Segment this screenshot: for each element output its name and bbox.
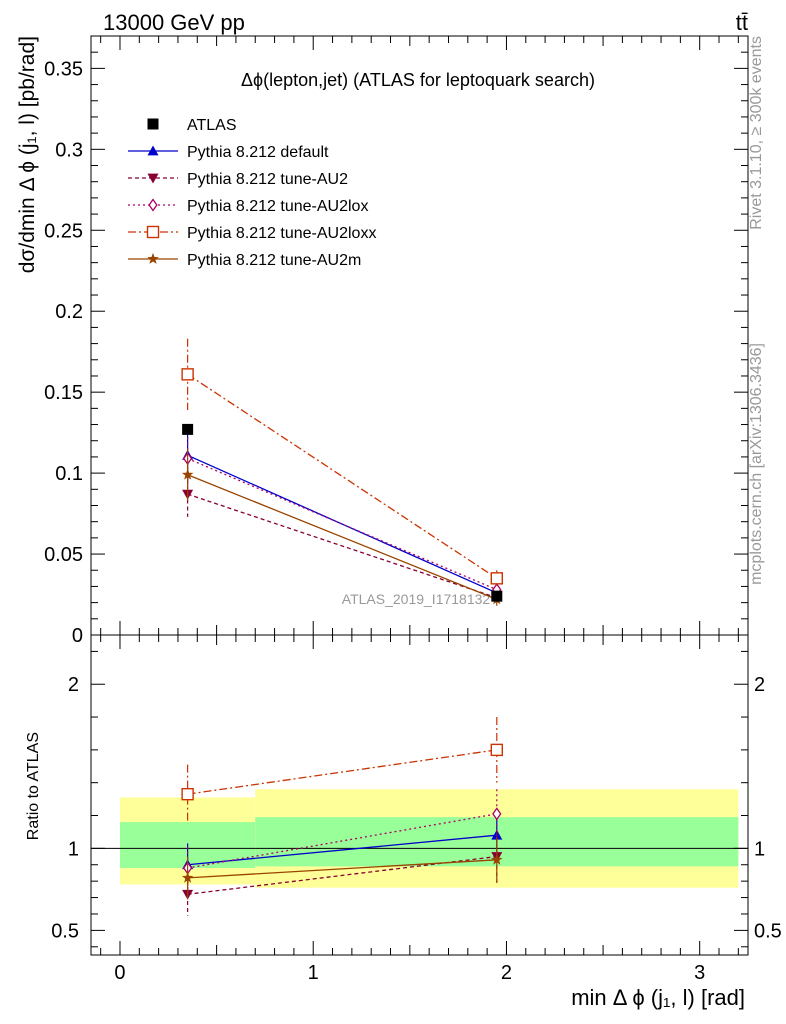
y-tick-label: 0.05 [44, 544, 83, 566]
ratio-line [187, 859, 497, 879]
ratio-tick-label: 2 [68, 674, 79, 696]
legend-label: ATLAS [187, 117, 237, 134]
ratio-series-pythia-8-212-tune-au2loxx [181, 717, 503, 824]
ratio-point [181, 787, 194, 801]
ratio-tick-label-right: 0.5 [754, 920, 782, 942]
process-label: tt̄ [736, 10, 748, 35]
ratio-plot-frame [90, 634, 749, 956]
data-point [181, 368, 194, 381]
series-line [187, 457, 498, 591]
y-tick-label: 0.3 [55, 139, 83, 161]
series-pythia-8-212-default [182, 427, 503, 598]
atlas-data-point [182, 423, 194, 435]
ratio-point [491, 853, 503, 865]
legend-label: Pythia 8.212 default [187, 144, 329, 161]
energy-label: 13000 GeV pp [103, 10, 245, 35]
legend-label: Pythia 8.212 tune-AU2lox [187, 198, 368, 215]
legend: ATLAS Pythia 8.212 default Pythia 8.212 tu… [128, 117, 376, 269]
legend-label: Pythia 8.212 tune-AU2 [187, 171, 348, 188]
legend-entry: Pythia 8.212 tune-AU2m [128, 252, 361, 269]
series-pythia-8-212-tune-au2m [181, 448, 503, 606]
ratio-line [187, 834, 497, 866]
series-line [187, 474, 498, 600]
mcplots-label: mcplots.cern.ch [arXiv:1306.3436] [748, 343, 765, 585]
y-axis-label: dσ/dmin Δ ϕ (j₁, l) [pb/rad] [16, 36, 39, 273]
legend-marker [147, 145, 159, 156]
legend-entry: ATLAS [147, 117, 237, 134]
ratio-uncertainty-bands [119, 789, 739, 888]
chart-title: Δϕ(lepton,jet) (ATLAS for leptoquark sea… [241, 70, 595, 90]
x-tick-label: 3 [694, 962, 705, 984]
legend-entry: Pythia 8.212 tune-AU2 [128, 171, 348, 188]
legend-marker [147, 118, 159, 130]
x-axis-label: min Δ ϕ (j₁, l) [rad] [571, 985, 745, 1010]
ratio-point [492, 807, 502, 821]
series-pythia-8-212-tune-au2lox [182, 432, 502, 597]
series-line [187, 373, 498, 579]
main-series [181, 338, 503, 606]
atlas-data-point [491, 590, 503, 602]
axis-ticks: 0 0.05 0.1 0.15 0.2 0.25 0.3 0.35 0.5 0.5 1 1 2 2 0 1 2 3 [44, 36, 782, 984]
ratio-tick-label: 1 [68, 838, 79, 860]
x-tick-label: 0 [114, 962, 125, 984]
legend-label: Pythia 8.212 tune-AU2loxx [187, 225, 376, 242]
ratio-tick-label-right: 2 [754, 674, 765, 696]
legend-label: Pythia 8.212 tune-AU2m [187, 252, 361, 269]
legend-marker [146, 225, 160, 239]
ratio-axis-label: Ratio to ATLAS [25, 732, 42, 840]
ratio-series [181, 717, 503, 916]
series-atlas [182, 423, 503, 602]
data-point [490, 572, 503, 585]
legend-marker [147, 252, 159, 264]
ratio-tick-label: 0.5 [51, 920, 79, 942]
series-line [187, 454, 498, 594]
legend-entry: Pythia 8.212 tune-AU2loxx [128, 225, 376, 242]
series-pythia-8-212-tune-au2loxx [181, 338, 503, 587]
x-tick-label: 1 [308, 962, 319, 984]
rivet-label: Rivet 3.1.10, ≥ 300k events [748, 36, 765, 230]
ratio-point [181, 871, 194, 883]
analysis-watermark: ATLAS_2019_I1718132 [342, 591, 491, 607]
y-tick-label: 0.1 [55, 463, 83, 485]
ratio-series-pythia-8-212-tune-au2m [181, 836, 503, 900]
ratio-tick-label-right: 1 [754, 838, 765, 860]
data-point [181, 468, 194, 480]
legend-marker [147, 173, 159, 184]
series-line [187, 493, 498, 599]
y-tick-label: 0.2 [55, 301, 83, 323]
y-tick-label: 0 [72, 625, 83, 647]
ratio-line [187, 813, 497, 869]
ratio-point [490, 743, 503, 757]
legend-marker [148, 198, 158, 212]
x-tick-label: 2 [501, 962, 512, 984]
y-tick-label: 0.35 [44, 58, 83, 80]
y-tick-label: 0.25 [44, 220, 83, 242]
plot-frames [90, 35, 749, 956]
legend-entry: Pythia 8.212 default [128, 144, 329, 161]
ratio-line [187, 749, 497, 795]
y-tick-label: 0.15 [44, 382, 83, 404]
legend-entry: Pythia 8.212 tune-AU2lox [128, 198, 368, 215]
